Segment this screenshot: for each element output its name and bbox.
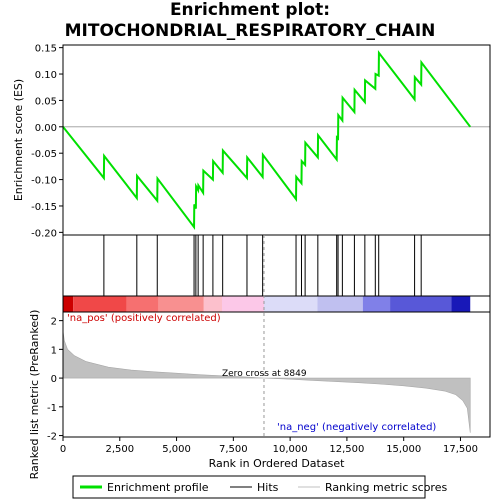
legend-label: Ranking metric scores bbox=[325, 481, 447, 494]
title-line-1: Enrichment plot: bbox=[169, 0, 331, 20]
es-y-tick-label: -0.20 bbox=[31, 228, 57, 239]
pos-correlated-label: 'na_pos' (positively correlated) bbox=[67, 313, 221, 324]
rank-color-segment bbox=[203, 296, 222, 312]
rank-color-segment bbox=[158, 296, 204, 312]
enrichment-profile-line bbox=[62, 50, 472, 231]
neg-correlated-label: 'na_neg' (negatively correlated) bbox=[277, 422, 436, 433]
es-y-tick-label: -0.15 bbox=[31, 202, 57, 213]
rank-y-axis-label: Ranked list metric (PreRanked) bbox=[28, 310, 41, 480]
rank-color-segment bbox=[362, 296, 391, 312]
x-tick-label: 2,500 bbox=[105, 444, 134, 455]
rank-y-tick-label: 1 bbox=[51, 345, 57, 356]
rank-y-tick-label: 2 bbox=[51, 317, 57, 328]
legend-label: Hits bbox=[257, 481, 279, 494]
x-tick-label: 17,500 bbox=[443, 444, 478, 455]
rank-color-segment bbox=[390, 296, 452, 312]
es-y-axis-label: Enrichment score (ES) bbox=[12, 79, 25, 201]
es-y-tick-label: -0.05 bbox=[31, 149, 57, 160]
es-y-tick-label: 0.10 bbox=[35, 70, 57, 81]
es-y-tick-label: 0.15 bbox=[35, 44, 57, 55]
x-axis-label: Rank in Ordered Dataset bbox=[209, 457, 346, 470]
es-y-tick-label: -0.10 bbox=[31, 176, 57, 187]
legend-label: Enrichment profile bbox=[107, 481, 209, 494]
rank-color-segment bbox=[221, 296, 264, 312]
rank-panel-frame bbox=[62, 311, 491, 438]
rank-color-segment bbox=[263, 296, 318, 312]
es-y-tick-label: 0.00 bbox=[35, 123, 57, 134]
title-line-2: MITOCHONDRIAL_RESPIRATORY_CHAIN bbox=[64, 21, 436, 41]
x-tick-label: 0 bbox=[60, 444, 66, 455]
rank-color-segment bbox=[126, 296, 159, 312]
es-y-tick-label: 0.05 bbox=[35, 96, 57, 107]
rank-y-tick-label: -2 bbox=[47, 432, 57, 443]
x-tick-label: 5,000 bbox=[162, 444, 191, 455]
zero-cross-label: Zero cross at 8849 bbox=[222, 369, 307, 379]
chart-title: Enrichment plot: MITOCHONDRIAL_RESPIRATO… bbox=[0, 0, 500, 42]
x-tick-label: 7,500 bbox=[219, 444, 248, 455]
ranking-metric-area bbox=[62, 330, 471, 433]
x-tick-label: 15,000 bbox=[386, 444, 421, 455]
rank-color-segment bbox=[73, 296, 127, 312]
x-tick-label: 12,500 bbox=[329, 444, 364, 455]
rank-y-tick-label: 0 bbox=[51, 374, 57, 385]
hits-panel-frame bbox=[62, 234, 491, 297]
x-tick-label: 10,000 bbox=[273, 444, 308, 455]
rank-color-segment bbox=[451, 296, 471, 312]
rank-color-segment bbox=[63, 296, 74, 312]
rank-y-tick-label: -1 bbox=[47, 403, 57, 414]
rank-color-segment bbox=[317, 296, 363, 312]
es-panel-bg bbox=[63, 45, 490, 235]
